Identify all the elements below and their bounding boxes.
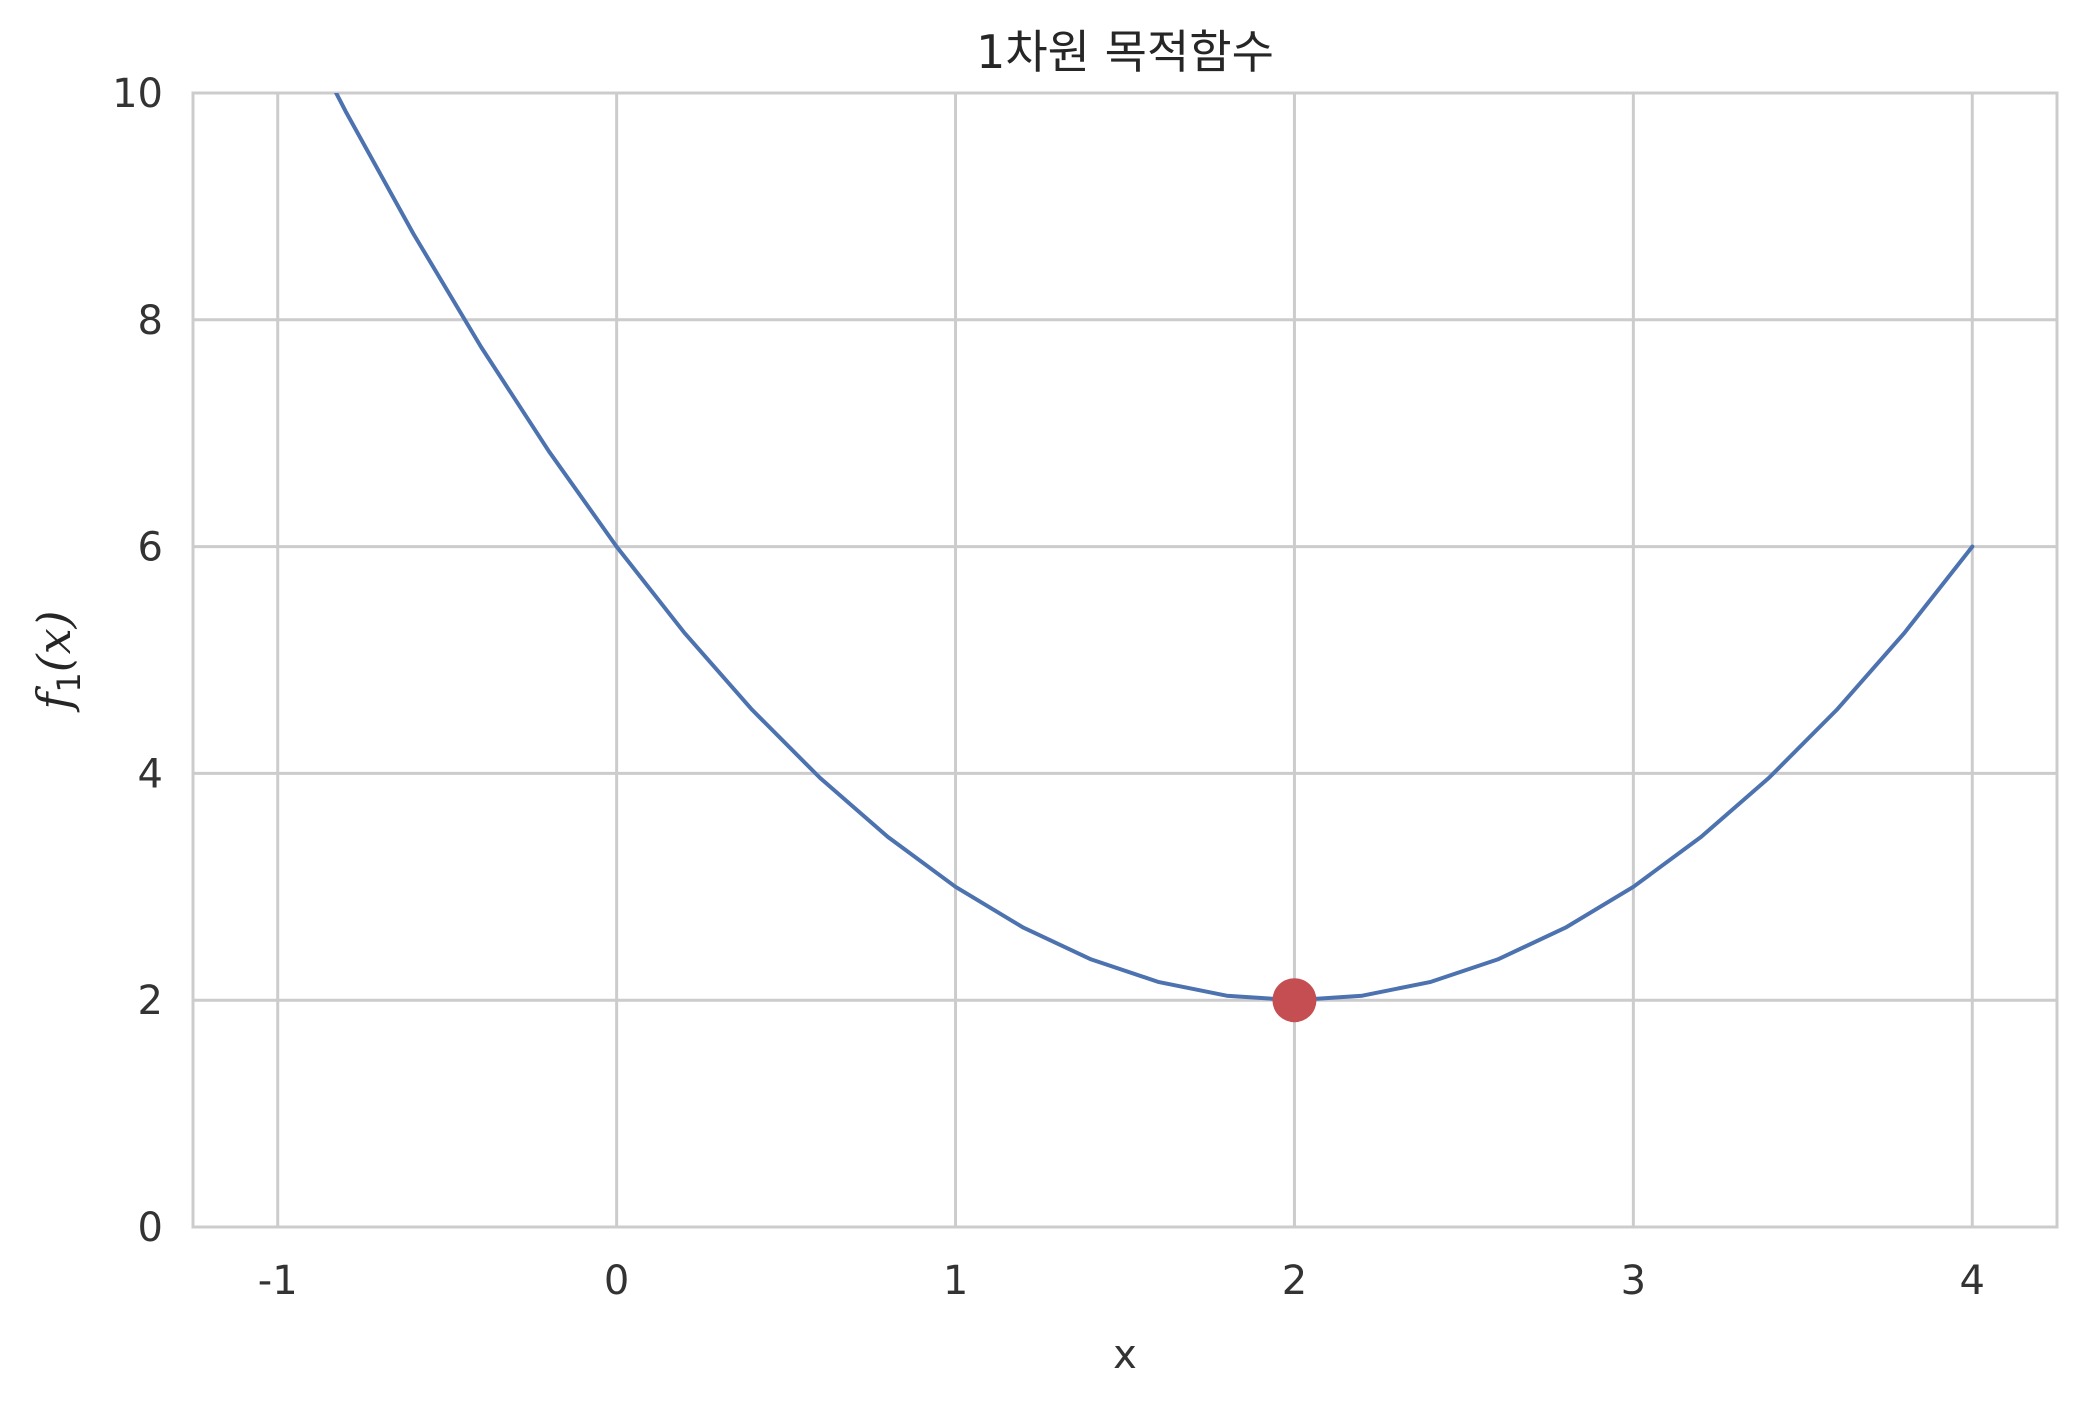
y-axis-label-arg: (x) (27, 610, 81, 672)
chart-title: 1차원 목적함수 (976, 25, 1274, 79)
x-tick-label: 2 (1282, 1258, 1307, 1304)
y-tick-label: 0 (138, 1205, 163, 1251)
y-axis-label: f1(x) (27, 610, 88, 712)
x-tick-label: 1 (943, 1258, 968, 1304)
y-tick-label: 8 (138, 298, 163, 344)
y-tick-label: 4 (138, 751, 163, 797)
x-tick-label: 4 (1960, 1258, 1985, 1304)
y-tick-label: 6 (138, 525, 163, 571)
x-tick-label: 0 (604, 1258, 629, 1304)
y-tick-label: 2 (138, 978, 163, 1024)
minimum-point-marker (1272, 978, 1317, 1023)
series-line (333, 93, 1975, 1003)
x-gridlines (276, 93, 1974, 1227)
x-tick-label: 3 (1621, 1258, 1646, 1304)
y-axis-label-subscript: 1 (50, 672, 88, 692)
plot-area (193, 93, 2057, 1227)
x-tick-labels: -1 0 1 2 3 4 (258, 1258, 1985, 1304)
y-tick-labels: 0 2 4 6 8 10 (112, 71, 163, 1251)
x-axis-label: x (1113, 1332, 1137, 1378)
plot-frame (191, 91, 2059, 1229)
y-tick-label: 10 (112, 71, 163, 117)
x-tick-label: -1 (258, 1258, 298, 1304)
